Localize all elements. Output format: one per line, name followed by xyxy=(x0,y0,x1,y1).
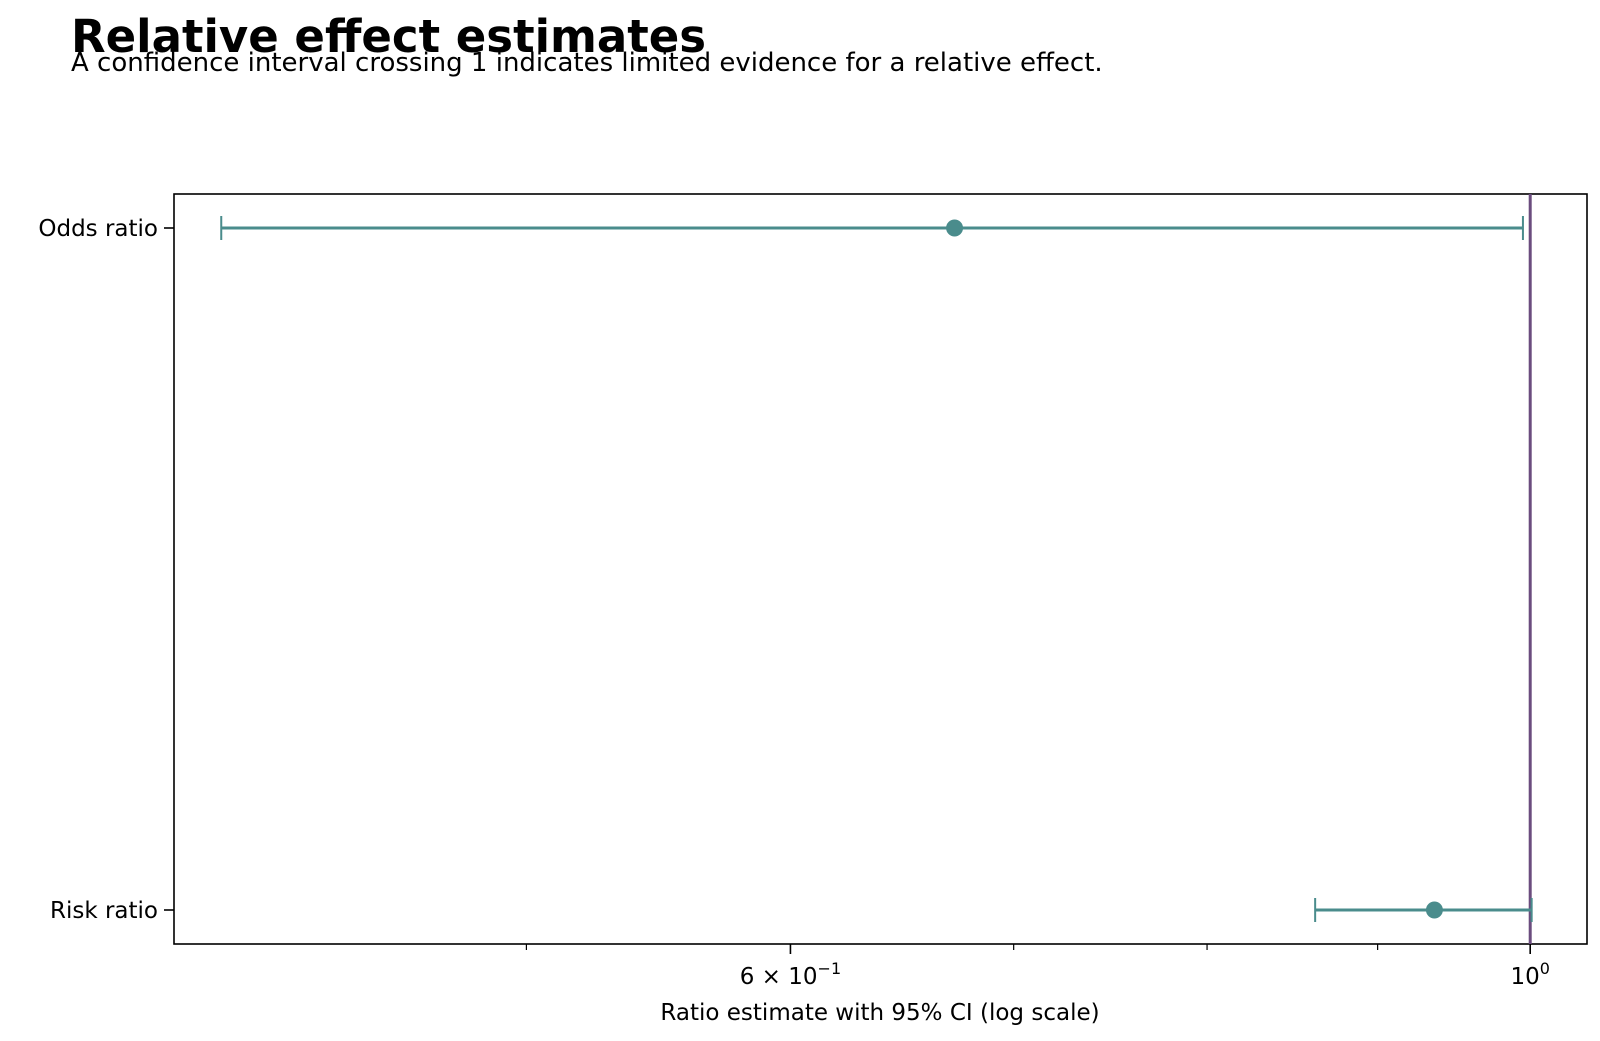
estimate-marks xyxy=(220,216,1533,922)
x-tick-label: 100 xyxy=(1510,959,1549,990)
estimate-point xyxy=(946,219,964,237)
chart-title: Relative effect estimates xyxy=(71,10,707,63)
plot-area-frame xyxy=(173,193,1588,945)
chart-subtitle: A confidence interval crossing 1 indicat… xyxy=(71,48,1103,78)
x-major-ticks: 6 × 10−1 100 xyxy=(740,944,1550,990)
x-axis-label: Ratio estimate with 95% CI (log scale) xyxy=(660,1000,1099,1026)
estimate-point xyxy=(1425,901,1443,919)
y-axis: Odds ratio Risk ratio xyxy=(38,216,174,924)
x-minor-ticks xyxy=(525,944,1379,950)
y-tick-label: Risk ratio xyxy=(50,898,158,924)
y-tick-label: Odds ratio xyxy=(38,216,158,242)
x-tick-label: 6 × 10−1 xyxy=(740,959,841,990)
